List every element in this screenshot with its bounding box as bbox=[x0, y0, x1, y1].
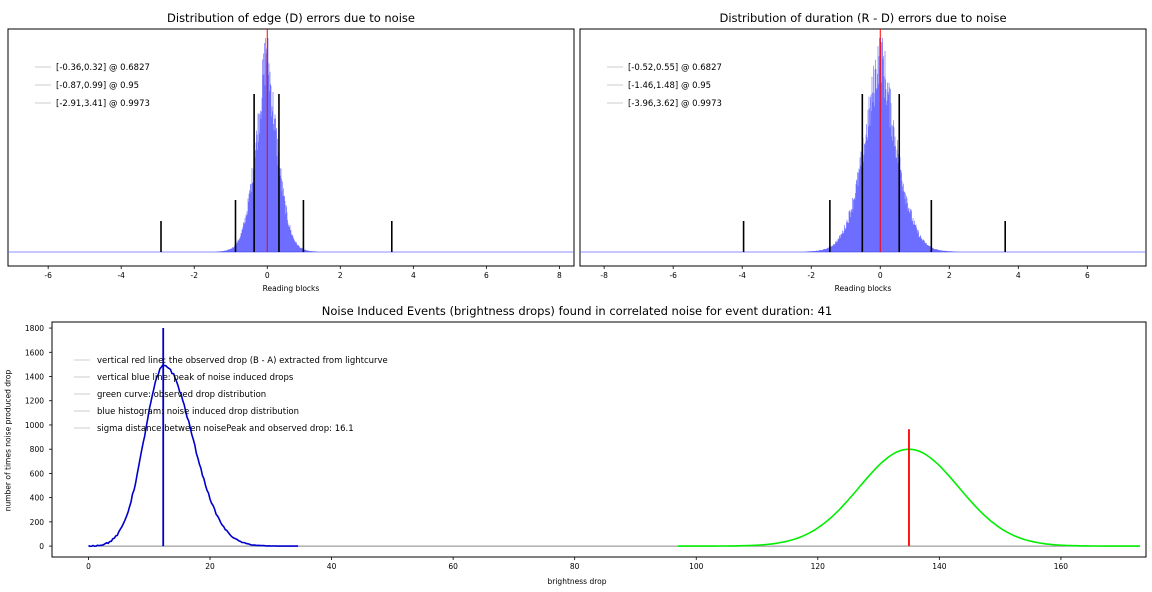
duration-x-axis-label: Reading blocks bbox=[834, 284, 892, 293]
edge-x-tick-label: 4 bbox=[411, 271, 416, 280]
duration-chart-title: Distribution of duration (R - D) errors … bbox=[719, 11, 1007, 25]
nie-x-tick-label: 20 bbox=[205, 562, 215, 571]
nie-y-tick-label: 0 bbox=[39, 542, 44, 551]
nie-y-tick-label: 200 bbox=[30, 518, 45, 527]
nie-x-tick-label: 0 bbox=[86, 562, 91, 571]
nie-y-tick-label: 400 bbox=[30, 494, 45, 503]
nie-y-tick-label: 600 bbox=[30, 469, 45, 478]
edge-x-tick-label: -2 bbox=[190, 271, 198, 280]
duration-legend-entry-1: [-1.46,1.48] @ 0.95 bbox=[628, 81, 711, 91]
nie-legend-entry-0: vertical red line: the observed drop (B … bbox=[97, 356, 388, 366]
duration-x-tick-label: -4 bbox=[738, 271, 746, 280]
edge-chart-title: Distribution of edge (D) errors due to n… bbox=[167, 11, 415, 25]
nie-legend-entry-3: blue histogram: noise induced drop distr… bbox=[97, 407, 299, 417]
nie-plot-group bbox=[49, 321, 1147, 560]
nie-x-tick-label: 100 bbox=[689, 562, 704, 571]
edge-x-tick-label: 6 bbox=[484, 271, 489, 280]
duration-legend-entry-0: [-0.52,0.55] @ 0.6827 bbox=[628, 63, 722, 73]
duration-x-tick-label: -2 bbox=[807, 271, 815, 280]
duration-x-tick-label: 0 bbox=[878, 271, 883, 280]
nie-legend-entry-2: green curve: observed drop distribution bbox=[97, 390, 266, 400]
edge-x-tick-label: -6 bbox=[44, 271, 52, 280]
edge-legend-entry-2: [-2.91,3.41] @ 0.9973 bbox=[56, 99, 150, 109]
nie-plot-frame bbox=[51, 321, 1147, 558]
nie-x-tick-label: 160 bbox=[1054, 562, 1069, 571]
duration-x-tick-label: 4 bbox=[1016, 271, 1021, 280]
nie-y-tick-label: 1400 bbox=[25, 373, 44, 382]
nie-chart-title: Noise Induced Events (brightness drops) … bbox=[321, 304, 833, 318]
edge-plot-group bbox=[7, 28, 575, 269]
nie-y-axis-label: number of times noise produced drop bbox=[3, 369, 13, 512]
edge-legend-entry-0: [-0.36,0.32] @ 0.6827 bbox=[56, 63, 150, 73]
nie-y-tick-label: 1200 bbox=[25, 397, 44, 406]
nie-legend-entry-4: sigma distance between noisePeak and obs… bbox=[97, 424, 354, 434]
edge-x-tick-label: -4 bbox=[117, 271, 125, 280]
nie-blue-histogram-series bbox=[88, 364, 299, 548]
duration-plot-group bbox=[579, 28, 1147, 269]
edge-x-tick-label: 2 bbox=[338, 271, 343, 280]
edge-x-axis-label: Reading blocks bbox=[262, 284, 320, 293]
nie-x-tick-label: 140 bbox=[932, 562, 947, 571]
edge-x-tick-label: 8 bbox=[557, 271, 562, 280]
nie-y-tick-label: 1000 bbox=[25, 421, 44, 430]
nie-x-tick-label: 120 bbox=[811, 562, 826, 571]
duration-x-tick-label: -8 bbox=[600, 271, 608, 280]
duration-x-tick-label: 2 bbox=[947, 271, 952, 280]
edge-plot-frame bbox=[7, 28, 575, 267]
nie-y-tick-label: 1600 bbox=[25, 348, 44, 357]
nie-y-tick-label: 1800 bbox=[25, 324, 44, 333]
nie-x-tick-label: 80 bbox=[570, 562, 580, 571]
duration-x-tick-label: 6 bbox=[1085, 271, 1090, 280]
edge-legend-entry-1: [-0.87,0.99] @ 0.95 bbox=[56, 81, 139, 91]
nie-x-tick-label: 60 bbox=[448, 562, 458, 571]
nie-x-axis-label: brightness drop bbox=[547, 577, 607, 586]
edge-x-tick-label: 0 bbox=[265, 271, 270, 280]
duration-legend-entry-2: [-3.96,3.62] @ 0.9973 bbox=[628, 99, 722, 109]
nie-x-tick-label: 40 bbox=[327, 562, 337, 571]
nie-legend-entry-1: vertical blue line: peak of noise induce… bbox=[97, 373, 294, 383]
duration-x-tick-label: -6 bbox=[669, 271, 677, 280]
nie-y-tick-label: 800 bbox=[30, 445, 45, 454]
